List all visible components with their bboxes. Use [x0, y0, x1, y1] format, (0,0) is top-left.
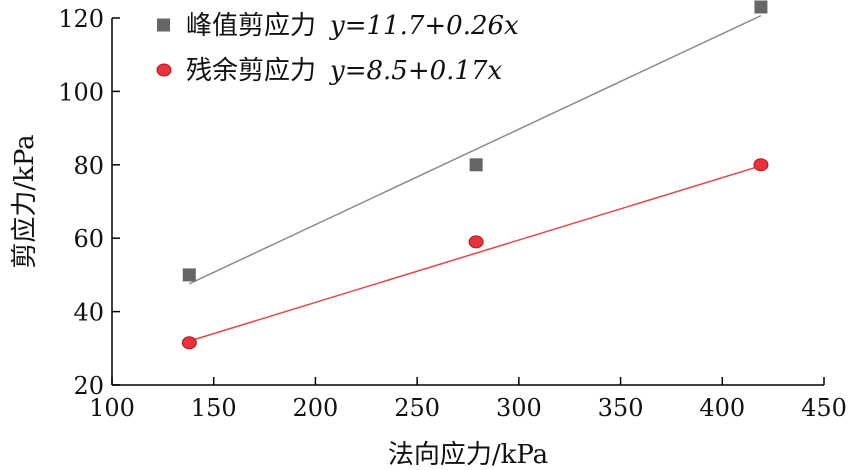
legend-label: 峰值剪应力 y=11.7+0.26x	[186, 11, 519, 41]
x-tick-label: 100	[89, 394, 135, 422]
data-point-square	[182, 268, 196, 282]
legend: 峰值剪应力 y=11.7+0.26x 残余剪应力 y=8.5+0.17x	[156, 11, 519, 86]
data-point-square	[469, 158, 483, 172]
y-tick-label: 80	[73, 152, 104, 180]
ticks: 100 150 200 250 300 350 400 450 20 40 60 80 100 120	[58, 5, 847, 422]
legend-label: 残余剪应力 y=8.5+0.17x	[186, 56, 503, 86]
data-point-circle	[181, 336, 197, 350]
y-tick-label: 100	[58, 78, 104, 106]
x-tick-label: 400	[699, 394, 745, 422]
data-point-circle	[468, 235, 484, 249]
x-tick-label: 200	[293, 394, 339, 422]
legend-series-name: 残余剪应力	[186, 56, 316, 86]
legend-square-marker	[157, 18, 170, 32]
legend-item-peak: 峰值剪应力 y=11.7+0.26x	[157, 11, 519, 41]
legend-circle-marker	[156, 63, 172, 77]
x-tick-label: 250	[394, 394, 440, 422]
legend-item-residual: 残余剪应力 y=8.5+0.17x	[156, 56, 503, 86]
x-tick-label: 150	[191, 394, 237, 422]
x-tick-label: 350	[598, 394, 644, 422]
fit-line	[189, 165, 762, 342]
series-group	[181, 0, 769, 350]
x-tick-label: 450	[801, 394, 847, 422]
y-tick-label: 60	[73, 225, 104, 253]
series-residual	[181, 158, 769, 350]
series-peak	[182, 0, 768, 285]
y-tick-label: 40	[73, 299, 104, 327]
x-axis-title: 法向应力/kPa	[388, 440, 548, 470]
axes	[111, 18, 824, 386]
legend-equation: y=8.5+0.17x	[329, 56, 502, 86]
data-point-square	[754, 0, 768, 14]
fit-line	[188, 14, 762, 285]
x-tick-label: 300	[496, 394, 542, 422]
y-axis-title: 剪应力/kPa	[10, 134, 40, 268]
data-point-circle	[753, 158, 769, 172]
legend-equation: y=11.7+0.26x	[329, 11, 519, 41]
y-tick-label: 20	[73, 372, 104, 400]
legend-series-name: 峰值剪应力	[186, 11, 316, 41]
y-tick-label: 120	[58, 5, 104, 33]
